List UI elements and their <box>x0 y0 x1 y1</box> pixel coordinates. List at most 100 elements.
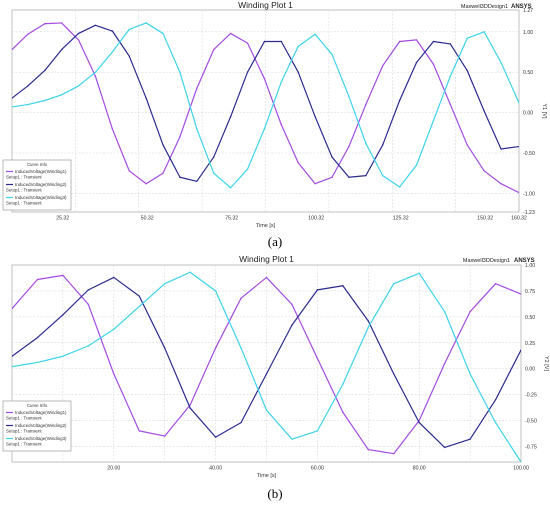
data-point-winding2 <box>77 32 80 35</box>
chart-panel-b: Winding Plot 1 Maxwell3DDesign1 ANSYS 20.00… <box>0 253 550 505</box>
data-point-winding2 <box>60 48 63 51</box>
data-point-winding2 <box>62 314 64 316</box>
y-axis-label: Y2 [V] <box>543 356 549 371</box>
data-point-winding1 <box>246 42 249 44</box>
data-point-winding3 <box>36 361 39 364</box>
data-point-winding1 <box>483 170 485 172</box>
data-point-winding1 <box>449 103 452 106</box>
data-point-winding3 <box>365 142 367 145</box>
data-point-winding1 <box>365 103 367 106</box>
x-tick-label: 100.32 <box>308 216 324 222</box>
data-point-winding3 <box>12 365 13 368</box>
data-point-winding3 <box>520 461 521 462</box>
data-point-winding2 <box>263 40 266 43</box>
data-point-winding1 <box>494 282 497 285</box>
data-point-winding2 <box>342 285 344 287</box>
data-point-winding1 <box>291 303 293 306</box>
data-point-winding2 <box>365 174 367 177</box>
x-axis-label: Time [s] <box>257 473 277 479</box>
data-point-winding3 <box>483 31 485 33</box>
data-point-winding2 <box>113 276 115 279</box>
x-tick-label: 160.32 <box>511 216 527 222</box>
data-point-winding2 <box>314 115 316 118</box>
data-point-winding3 <box>331 53 333 56</box>
data-point-winding2 <box>494 399 497 401</box>
legend-entry-winding3: InducedVoltage(Winding3) <box>15 195 67 200</box>
data-point-winding1 <box>145 183 147 185</box>
data-point-winding1 <box>367 448 369 451</box>
data-point-winding2 <box>213 156 215 158</box>
data-point-winding1 <box>240 297 242 299</box>
data-point-winding3 <box>113 328 115 330</box>
data-point-winding2 <box>518 145 519 148</box>
data-point-winding2 <box>44 69 46 72</box>
data-point-winding1 <box>94 75 97 77</box>
data-point-winding2 <box>500 148 502 150</box>
legend: Curve InfoInducedVoltage(Winding1)Setup1… <box>2 400 72 452</box>
data-point-winding1 <box>214 347 217 349</box>
data-point-winding1 <box>263 77 266 80</box>
data-point-winding1 <box>500 183 502 185</box>
data-point-winding3 <box>196 128 198 130</box>
data-point-winding1 <box>77 39 80 41</box>
data-point-winding2 <box>348 176 350 178</box>
data-point-winding1 <box>189 404 191 406</box>
data-point-winding2 <box>415 61 418 64</box>
data-point-winding2 <box>297 71 299 73</box>
data-point-winding3 <box>128 28 130 31</box>
data-point-winding1 <box>265 276 268 279</box>
data-point-winding2 <box>331 156 333 158</box>
data-point-winding2 <box>280 40 283 43</box>
y-tick-label: -1.00 <box>523 191 535 197</box>
design-name: Maxwell3DDesign1 <box>461 4 508 10</box>
data-point-winding2 <box>240 421 242 424</box>
data-point-winding1 <box>12 48 13 51</box>
legend-entry-sub: Setup1 : Transient <box>6 188 42 193</box>
data-point-winding2 <box>189 407 191 409</box>
legend-entry-sub: Setup1 : Transient <box>6 416 42 421</box>
data-point-winding1 <box>128 170 130 172</box>
data-point-winding3 <box>469 373 471 375</box>
grid-lines <box>12 10 519 212</box>
data-point-winding2 <box>466 69 468 72</box>
legend: Curve InfoInducedVoltage(Winding1)Setup1… <box>2 159 72 211</box>
data-point-winding3 <box>44 99 46 102</box>
data-point-winding3 <box>418 272 420 274</box>
x-tick-label: 150.32 <box>477 216 493 222</box>
data-point-winding1 <box>314 183 316 185</box>
data-point-winding3 <box>393 282 395 285</box>
data-point-winding2 <box>432 40 435 43</box>
y-tick-label: 1.00 <box>525 263 535 269</box>
data-point-winding3 <box>342 383 344 385</box>
legend-title: Curve Info <box>27 403 48 408</box>
data-point-winding3 <box>240 347 242 349</box>
data-point-winding3 <box>214 290 217 292</box>
data-point-winding1 <box>443 362 446 365</box>
data-point-winding1 <box>27 33 29 35</box>
data-point-winding2 <box>393 373 395 375</box>
data-point-winding2 <box>196 180 198 182</box>
data-point-winding3 <box>60 94 63 96</box>
data-point-winding3 <box>500 61 502 64</box>
data-point-winding1 <box>87 303 90 306</box>
x-tick-label: 25.32 <box>56 216 69 222</box>
data-point-winding1 <box>382 65 384 67</box>
panel-label: (a) <box>268 234 282 249</box>
data-point-winding1 <box>331 176 333 178</box>
ansys-logo: ANSYS <box>511 4 532 10</box>
ansys-logo: ANSYS <box>514 258 535 264</box>
chart-title: Winding Plot 1 <box>239 254 294 264</box>
series-group <box>12 271 521 462</box>
data-point-winding2 <box>520 349 521 351</box>
data-point-winding1 <box>432 63 435 65</box>
legend-entry-sub: Setup1 : Transient <box>6 175 42 180</box>
data-point-winding2 <box>164 347 166 349</box>
data-point-winding1 <box>44 23 46 25</box>
x-tick-label: 40.00 <box>209 466 222 472</box>
data-point-winding3 <box>189 271 191 273</box>
data-point-winding3 <box>213 172 215 174</box>
data-point-winding3 <box>27 103 29 106</box>
series-group <box>12 22 519 194</box>
data-point-winding1 <box>164 435 166 437</box>
data-point-winding3 <box>111 51 114 53</box>
